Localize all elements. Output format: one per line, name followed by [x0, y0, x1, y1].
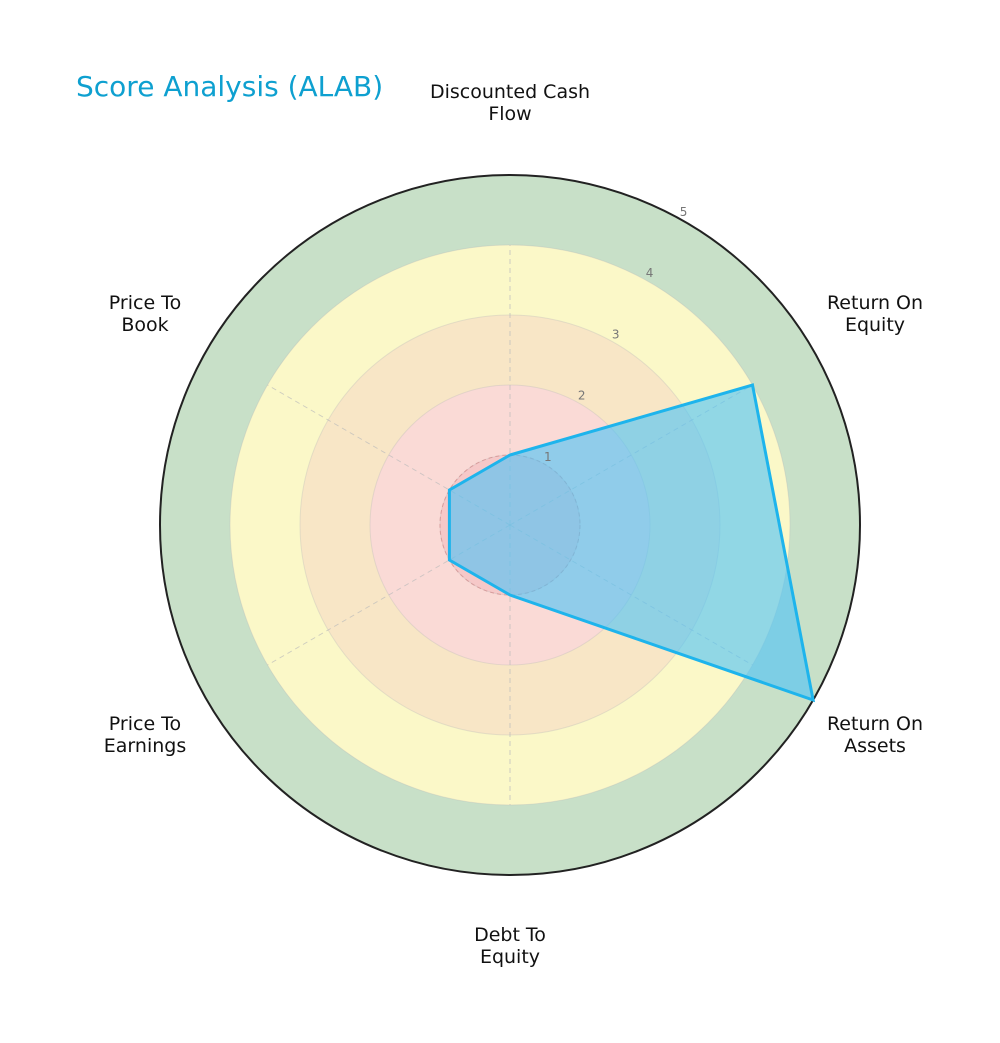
tick-label-2: 2	[578, 389, 586, 403]
axis-label-return-on-equity: Return On Equity	[826, 292, 924, 336]
tick-label-3: 3	[612, 327, 620, 341]
series-alab	[447, 383, 816, 703]
axis-label-return-on-assets: Return On Assets	[826, 713, 924, 757]
tick-label-5: 5	[680, 205, 688, 219]
tick-label-4: 4	[646, 266, 654, 280]
axis-label-price-to-book: Price To Book	[108, 292, 182, 336]
axis-label-debt-to-equity: Debt To Equity	[474, 924, 546, 968]
outer-border	[159, 174, 861, 876]
radial-tick-labels: 1 2 3 4 5	[544, 205, 687, 464]
axis-label-discounted-cash-flow: Discounted Cash Flow	[429, 81, 591, 125]
data-series-polygon	[447, 383, 816, 703]
chart-title: Score Analysis (ALAB)	[76, 70, 384, 103]
axis-label-price-to-earnings: Price To Earnings	[103, 713, 187, 757]
tick-label-1: 1	[544, 450, 552, 464]
